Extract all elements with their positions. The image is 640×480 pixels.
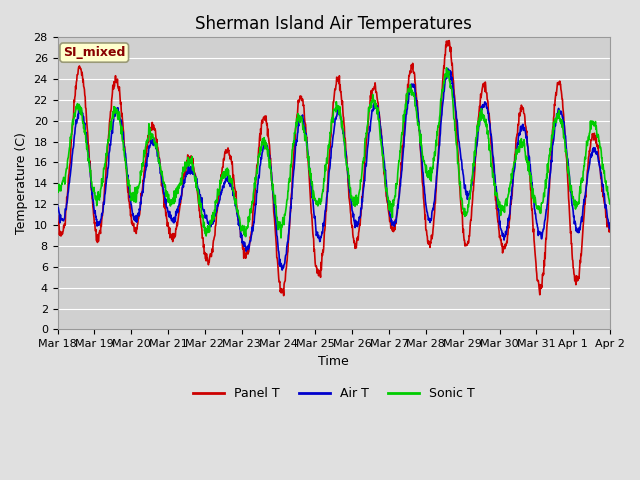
X-axis label: Time: Time	[319, 355, 349, 368]
Title: Sherman Island Air Temperatures: Sherman Island Air Temperatures	[195, 15, 472, 33]
Legend: Panel T, Air T, Sonic T: Panel T, Air T, Sonic T	[188, 382, 479, 405]
Y-axis label: Temperature (C): Temperature (C)	[15, 132, 28, 234]
Text: SI_mixed: SI_mixed	[63, 46, 125, 59]
